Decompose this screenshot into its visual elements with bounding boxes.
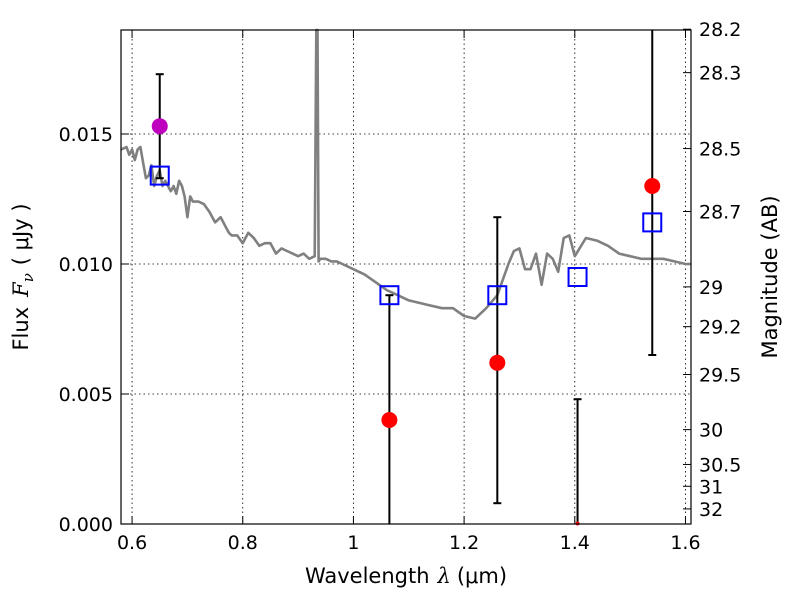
observed-flux-point-2-0 bbox=[381, 412, 398, 428]
x-axis-unit: (μm) bbox=[457, 564, 507, 588]
grid-lines bbox=[121, 30, 691, 525]
y2-tick-label-2: 28.5 bbox=[699, 139, 741, 161]
model-spectrum-line bbox=[120, 28, 691, 320]
x-axis-title: Wavelength λ (μm) bbox=[305, 564, 507, 588]
axis-ticks bbox=[121, 28, 691, 525]
y-tick-labels: 0.000 0.005 0.010 0.015 bbox=[59, 124, 113, 536]
y2-axis-title: Magnitude (AB) bbox=[758, 195, 782, 358]
model-flux-square-0 bbox=[149, 165, 170, 186]
x-tick-label-4: 1.4 bbox=[560, 532, 590, 554]
y2-tick-label-0: 28.2 bbox=[699, 19, 741, 41]
model-flux-square-4 bbox=[642, 212, 663, 233]
observed-flux-point-2-3 bbox=[644, 178, 661, 194]
error-bars bbox=[155, 30, 657, 524]
model-flux-square-2 bbox=[487, 285, 508, 306]
y-axis-unit: ( μJy ) bbox=[9, 203, 33, 265]
x-tick-label-1: 0.8 bbox=[228, 532, 258, 554]
observed-flux-point-2-1 bbox=[489, 354, 506, 371]
observed-flux-points bbox=[151, 118, 661, 526]
x-axis-title-text: Wavelength bbox=[305, 564, 430, 588]
y-tick-label-0: 0.000 bbox=[59, 514, 113, 536]
y-axis-nu-subscript: ν bbox=[19, 273, 37, 282]
x-tick-labels: 0.6 0.8 1 1.2 1.4 1.6 bbox=[117, 532, 701, 554]
y-axis-title: Flux Fν ( μJy ) bbox=[9, 203, 37, 350]
y-tick-label-2: 0.010 bbox=[59, 254, 113, 276]
x-tick-label-0: 0.6 bbox=[117, 532, 147, 554]
y2-tick-label-7: 30 bbox=[699, 420, 723, 442]
y2-tick-label-4: 29 bbox=[699, 277, 723, 299]
y2-tick-label-6: 29.5 bbox=[699, 365, 741, 387]
model-flux-square-1 bbox=[379, 285, 400, 306]
y-tick-label-3: 0.015 bbox=[59, 124, 113, 146]
plot-frame bbox=[120, 29, 692, 525]
y2-tick-label-10: 32 bbox=[699, 499, 723, 521]
x-tick-label-5: 1.6 bbox=[670, 532, 700, 554]
x-tick-label-2: 1 bbox=[347, 532, 359, 554]
model-flux-square-3 bbox=[567, 267, 588, 287]
y2-tick-label-1: 28.3 bbox=[699, 63, 741, 85]
x-tick-label-3: 1.2 bbox=[449, 532, 479, 554]
y-tick-label-1: 0.005 bbox=[59, 384, 113, 406]
y2-tick-label-3: 28.7 bbox=[699, 201, 741, 223]
observed-flux-point-3-0 bbox=[151, 118, 168, 135]
y2-tick-label-8: 30.5 bbox=[699, 454, 741, 476]
x-axis-lambda-symbol: λ bbox=[437, 564, 451, 588]
model-flux-squares bbox=[149, 165, 663, 306]
sed-model-line bbox=[120, 28, 691, 320]
y-axis-flux-symbol: F bbox=[9, 281, 33, 298]
y-axis-title-text: Flux bbox=[9, 307, 33, 351]
y2-tick-label-9: 31 bbox=[699, 476, 723, 498]
y2-tick-label-5: 29.2 bbox=[699, 317, 741, 339]
